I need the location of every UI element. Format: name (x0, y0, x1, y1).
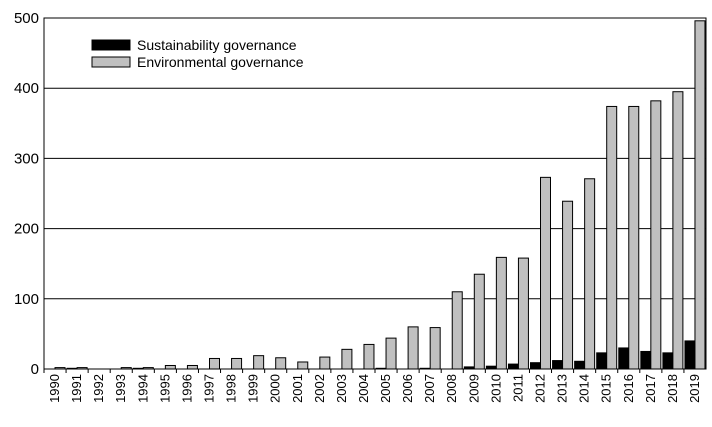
x-tick-label: 1991 (69, 374, 84, 403)
x-tick-label: 2013 (555, 374, 570, 403)
bar-environmental-2019 (694, 20, 706, 370)
bar-sustainability-2017 (640, 350, 652, 370)
x-tick-label: 2015 (599, 374, 614, 403)
x-tick-label: 2012 (533, 374, 548, 403)
bar-environmental-2000 (275, 357, 287, 370)
bar-environmental-2002 (319, 356, 331, 370)
legend-label-sustainability: Sustainability governance (137, 37, 297, 53)
bar-sustainability-2014 (574, 360, 586, 370)
bar-environmental-1997 (209, 357, 220, 370)
x-tick-label: 2006 (400, 374, 415, 403)
bar-environmental-2004 (363, 343, 375, 370)
x-tick-label: 1999 (246, 374, 261, 403)
x-tick-labels: 1990 1991 1992 1993 1994 1995 1996 1997 1998 1999… (47, 374, 702, 403)
bar-environmental-1999 (253, 355, 265, 370)
bar-environmental-2001 (297, 361, 309, 370)
x-tick-label: 2017 (643, 374, 658, 403)
bar-sustainability-2019 (684, 340, 696, 370)
y-tick-label: 400 (14, 80, 39, 97)
bar-environmental-2010 (495, 256, 507, 370)
x-tick-label: 2016 (621, 374, 636, 403)
x-tick-label: 2004 (356, 374, 371, 403)
x-tick-label: 2019 (687, 374, 702, 403)
bar-sustainability-2015 (596, 352, 608, 370)
bar-environmental-2018 (672, 91, 684, 370)
x-tick-label: 2018 (665, 374, 680, 403)
legend-swatch-environmental (91, 56, 131, 68)
x-tick-label: 1992 (91, 374, 106, 403)
y-tick-label: 100 (14, 291, 39, 308)
bar-environmental-2007 (429, 327, 441, 370)
x-tick-label: 1996 (179, 374, 194, 403)
x-tick-label: 2011 (510, 374, 525, 402)
bars (54, 20, 706, 370)
x-tick-label: 1993 (113, 374, 128, 403)
x-tick-label: 2014 (577, 374, 592, 403)
bar-environmental-2017 (650, 100, 662, 370)
bar-environmental-2012 (540, 176, 551, 370)
x-tick-label: 1990 (47, 374, 62, 403)
y-tick-label: 500 (14, 10, 39, 27)
x-tick-label: 1995 (157, 374, 172, 403)
bar-environmental-2005 (385, 337, 397, 370)
x-tick-label: 1997 (202, 374, 217, 403)
x-tick-label: 1998 (224, 374, 239, 403)
x-tick-label: 1994 (135, 374, 150, 403)
bar-environmental-2015 (606, 105, 618, 370)
x-tick-label: 2002 (312, 374, 327, 403)
bar-environmental-2009 (473, 273, 485, 370)
bar-sustainability-2012 (530, 362, 541, 370)
y-tick-label: 300 (14, 150, 39, 167)
bar-environmental-2013 (562, 200, 574, 370)
x-tick-label: 2000 (268, 374, 283, 403)
y-tick-label: 200 (14, 221, 39, 238)
x-tick-label: 2001 (290, 374, 305, 403)
bar-sustainability-2018 (662, 352, 674, 370)
bar-environmental-1996 (186, 364, 198, 370)
y-tick-label: 0 (31, 361, 39, 378)
bar-environmental-2011 (517, 257, 529, 370)
x-tick-label: 2005 (378, 374, 393, 403)
y-tick-labels: 0 100 200 300 400 500 (14, 10, 39, 378)
bar-sustainability-2016 (618, 347, 630, 370)
bar-environmental-2014 (584, 178, 596, 370)
x-tick-label: 2009 (466, 374, 481, 403)
bar-environmental-2008 (451, 291, 463, 370)
bar-environmental-1995 (164, 364, 176, 370)
axes (43, 17, 707, 373)
legend-label-environmental: Environmental governance (137, 54, 304, 70)
bar-environmental-2006 (407, 326, 419, 370)
bar-environmental-1998 (231, 357, 243, 370)
x-tick-label: 2010 (488, 374, 503, 403)
bar-sustainability-2013 (552, 360, 564, 370)
legend-swatch-sustainability (91, 39, 131, 51)
bar-environmental-2016 (628, 105, 640, 370)
x-tick-label: 2008 (444, 374, 459, 403)
x-tick-label: 2007 (422, 374, 437, 403)
bar-environmental-2003 (341, 348, 353, 370)
bar-sustainability-2011 (507, 363, 519, 370)
x-tick-label: 2003 (334, 374, 349, 403)
legend: Sustainability governance Environmental … (91, 37, 304, 70)
